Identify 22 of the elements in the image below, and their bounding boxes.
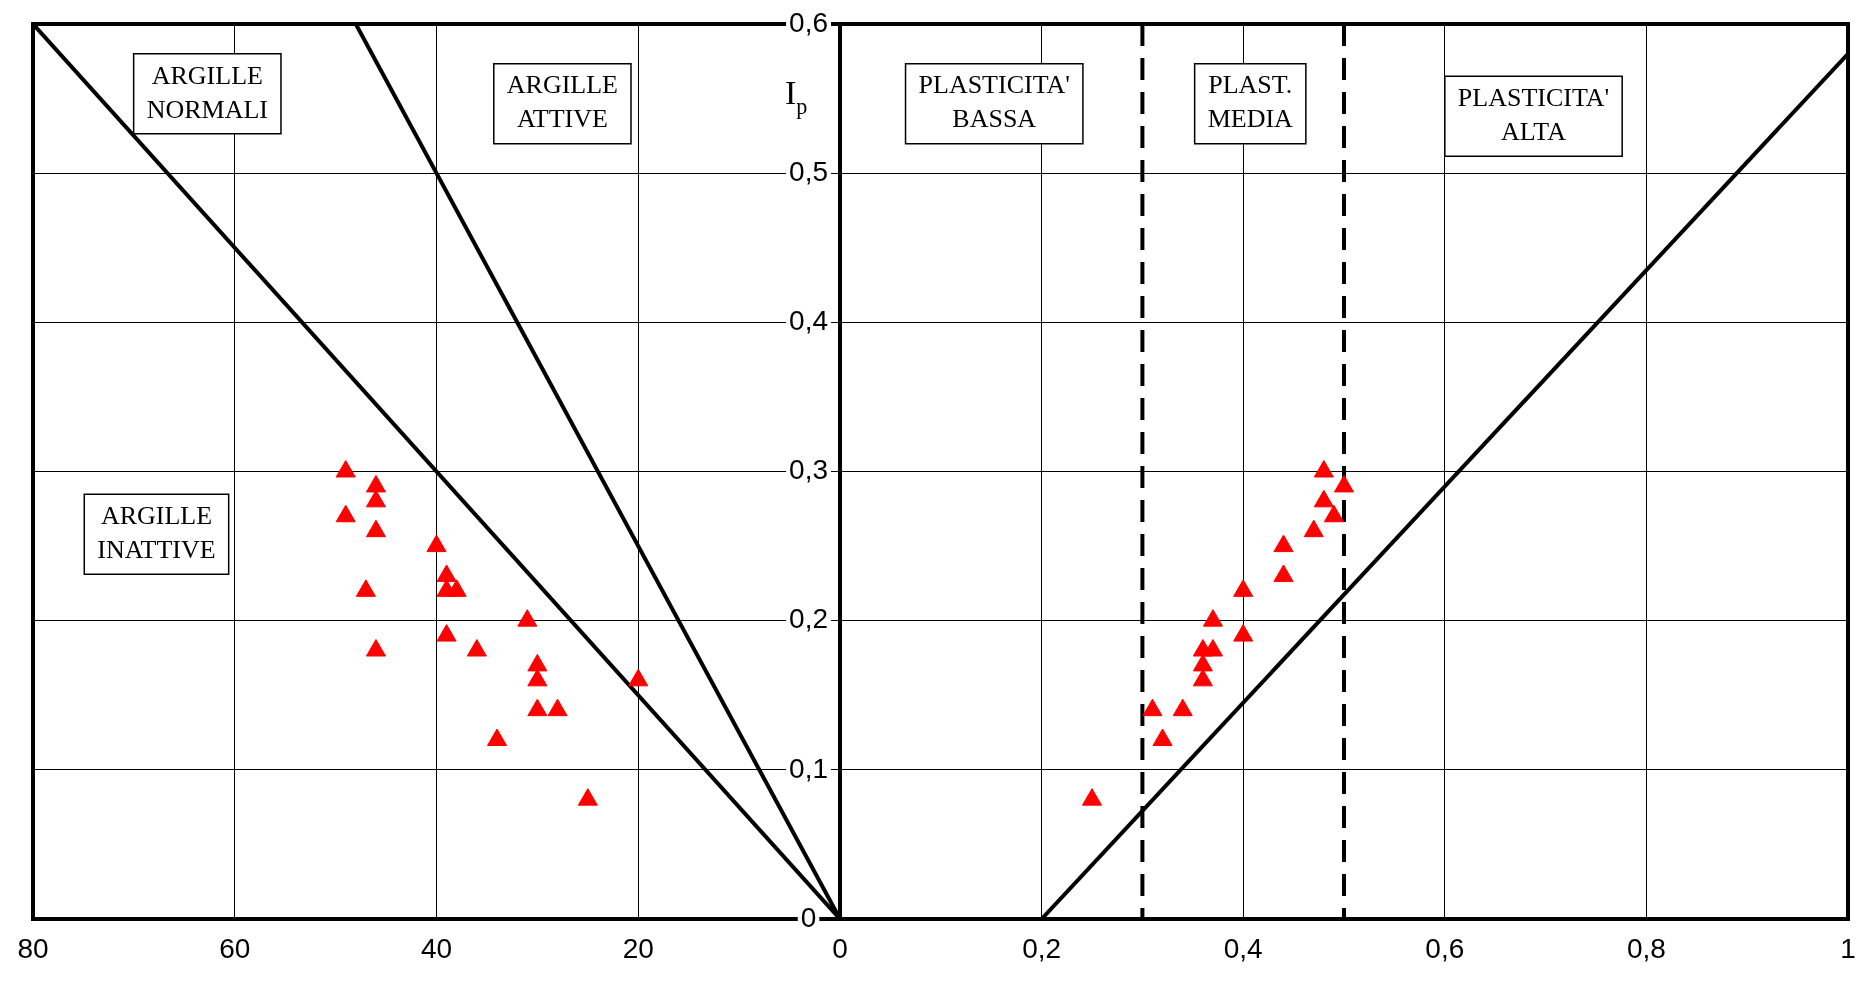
x-tick-label: 20	[622, 932, 654, 964]
x-tick-label: 60	[219, 932, 251, 964]
y-tick-label: 0,5	[789, 155, 829, 187]
y-tick-label: 0,3	[789, 454, 829, 486]
x-tick-label: 0,8	[1626, 932, 1666, 964]
annotation: PLASTICITA' ALTA	[1457, 83, 1610, 147]
y-tick-label: 0	[800, 901, 817, 933]
x-tick-label: 40	[420, 932, 453, 964]
annotation: ARGILLE NORMALI	[146, 60, 268, 124]
y-tick-label: 0,4	[789, 305, 829, 337]
x-tick-label: 80	[17, 932, 49, 964]
x-tick-label: 1	[1840, 932, 1856, 964]
x-tick-label: 0,4	[1223, 932, 1263, 964]
y-tick-label: 0,6	[789, 6, 829, 38]
x-tick-label: 0,2	[1022, 932, 1062, 964]
y-tick-label: 0,2	[789, 603, 829, 635]
annotation: PLASTICITA' BASSA	[918, 70, 1070, 134]
annotation: PLAST. MEDIA	[1207, 70, 1294, 134]
annotation: ARGILLE INATTIVE	[97, 500, 216, 564]
y-tick-label: 0,1	[789, 752, 829, 784]
annotation: ARGILLE ATTIVE	[506, 70, 618, 134]
x-tick-label: 0,6	[1425, 932, 1465, 964]
